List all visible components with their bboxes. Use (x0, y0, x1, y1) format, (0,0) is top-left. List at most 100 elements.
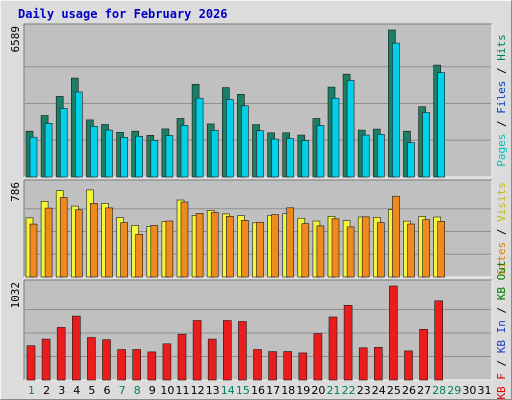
bar-files-day-17 (271, 138, 279, 178)
bar-sites-day-19 (301, 223, 310, 278)
day-label-10: 10 (160, 384, 174, 397)
day-label-20: 20 (311, 384, 325, 397)
bar-kbf-day-4 (72, 315, 81, 381)
legend-label: Pages / Files / Hits (495, 34, 508, 167)
day-label-9: 9 (149, 384, 156, 397)
day-label-25: 25 (387, 384, 401, 397)
bar-sites-day-28 (437, 221, 446, 278)
bar-files-day-6 (105, 129, 113, 178)
bar-sites-day-14 (226, 216, 234, 278)
bar-sites-day-17 (271, 214, 279, 278)
day-label-28: 28 (432, 384, 446, 397)
bar-sites-day-26 (407, 223, 415, 278)
bar-sites-day-7 (120, 222, 128, 278)
bar-files-day-14 (226, 99, 234, 178)
bar-sites-day-9 (150, 225, 159, 278)
bar-files-day-22 (346, 80, 355, 178)
bar-files-day-24 (376, 134, 385, 178)
day-label-18: 18 (281, 384, 295, 397)
bar-kbf-day-5 (87, 337, 96, 381)
bar-files-day-21 (331, 97, 340, 178)
y-max-label: 1032 (9, 282, 22, 309)
day-label-29: 29 (447, 384, 461, 397)
bar-sites-day-3 (59, 197, 68, 278)
day-label-17: 17 (266, 384, 280, 397)
bar-files-day-20 (316, 125, 325, 178)
bar-sites-day-24 (376, 222, 385, 278)
bar-files-day-18 (286, 138, 295, 178)
bar-kbf-day-16 (253, 349, 262, 381)
day-label-4: 4 (73, 384, 80, 397)
legend-part: Sites (495, 242, 508, 275)
bar-files-day-16 (256, 130, 264, 178)
bar-sites-day-13 (210, 212, 219, 278)
bar-sites-day-16 (256, 221, 264, 278)
y-max-label: 786 (9, 182, 22, 202)
legend-part: KB Out (495, 260, 508, 300)
day-label-22: 22 (342, 384, 356, 397)
bar-files-day-27 (422, 112, 430, 178)
bar-files-day-12 (195, 97, 204, 178)
bar-files-day-28 (437, 72, 446, 178)
bar-kbf-day-25 (389, 285, 398, 381)
bar-sites-day-18 (286, 207, 295, 278)
day-label-11: 11 (176, 384, 190, 397)
bar-kbf-day-7 (117, 349, 126, 381)
bar-files-day-4 (75, 91, 83, 178)
day-label-14: 14 (221, 384, 235, 397)
day-label-12: 12 (191, 384, 205, 397)
bar-files-day-15 (241, 105, 249, 178)
day-label-5: 5 (88, 384, 95, 397)
bar-sites-day-11 (180, 201, 189, 278)
bar-sites-day-1 (29, 223, 38, 278)
bar-kbf-day-12 (192, 320, 202, 381)
legend-part: Files (495, 81, 508, 114)
bar-files-day-8 (135, 136, 143, 178)
bar-sites-day-27 (422, 219, 430, 278)
day-label-30: 30 (462, 384, 476, 397)
bar-files-day-1 (29, 136, 38, 178)
day-label-31: 31 (478, 384, 492, 397)
bar-files-day-26 (407, 142, 415, 178)
bar-kbf-day-1 (26, 345, 36, 381)
bar-sites-day-22 (346, 226, 355, 278)
bar-files-day-13 (210, 130, 219, 178)
day-label-1: 1 (28, 384, 35, 397)
bar-kbf-day-24 (373, 346, 383, 381)
y-max-label: 6589 (9, 26, 22, 53)
day-label-3: 3 (58, 384, 65, 397)
day-label-24: 24 (372, 384, 386, 397)
bar-sites-day-15 (241, 220, 249, 278)
day-label-19: 19 (296, 384, 310, 397)
bar-files-day-7 (120, 137, 128, 178)
bar-files-day-9 (150, 140, 159, 178)
day-label-21: 21 (327, 384, 341, 397)
legend-part: Hits (495, 34, 508, 61)
bar-kbf-day-9 (147, 351, 157, 381)
bar-files-day-2 (44, 123, 53, 178)
bar-files-day-3 (59, 108, 68, 178)
bar-kbf-day-3 (56, 327, 66, 381)
legend-label: Sites / Visits (495, 182, 508, 275)
bar-sites-day-4 (75, 209, 83, 278)
bar-sites-day-2 (44, 207, 53, 278)
day-label-27: 27 (417, 384, 431, 397)
bar-sites-day-12 (195, 213, 204, 278)
legend-part: KB In (495, 320, 508, 353)
bar-sites-day-10 (165, 220, 174, 278)
bar-kbf-day-28 (434, 300, 444, 381)
bar-sites-day-8 (135, 234, 143, 278)
day-label-8: 8 (134, 384, 141, 397)
bar-kbf-day-23 (358, 347, 368, 381)
day-label-7: 7 (119, 384, 126, 397)
bar-sites-day-21 (331, 218, 340, 278)
bar-kbf-day-19 (298, 352, 308, 381)
bar-kbf-day-21 (328, 316, 338, 381)
legend-label: KB F / KB In / KB Out (495, 260, 508, 399)
bar-kbf-day-10 (162, 343, 172, 381)
bar-kbf-day-18 (283, 351, 293, 381)
legend-part: / (495, 114, 508, 134)
legend-part: Pages (495, 134, 508, 167)
bar-kbf-day-17 (268, 351, 277, 381)
